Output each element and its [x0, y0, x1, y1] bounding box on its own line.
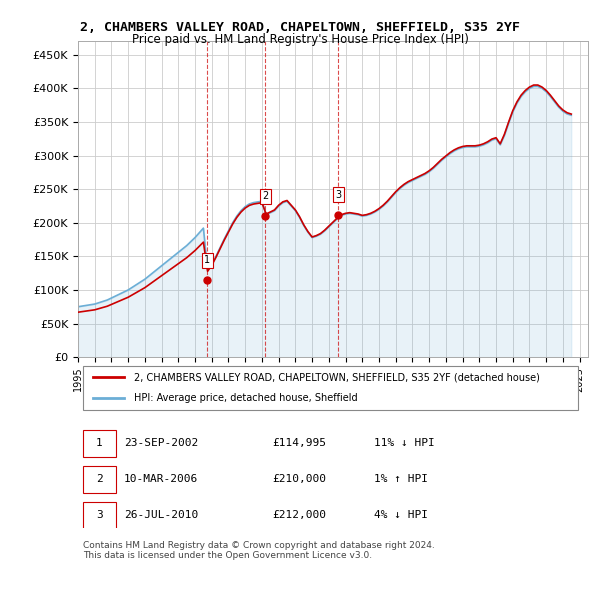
- Text: 10-MAR-2006: 10-MAR-2006: [124, 474, 198, 484]
- Text: 26-JUL-2010: 26-JUL-2010: [124, 510, 198, 520]
- Text: HPI: Average price, detached house, Sheffield: HPI: Average price, detached house, Shef…: [134, 392, 358, 402]
- Text: Contains HM Land Registry data © Crown copyright and database right 2024.
This d: Contains HM Land Registry data © Crown c…: [83, 541, 435, 560]
- FancyBboxPatch shape: [83, 430, 116, 457]
- FancyBboxPatch shape: [83, 502, 116, 529]
- Text: £210,000: £210,000: [272, 474, 326, 484]
- Text: 2, CHAMBERS VALLEY ROAD, CHAPELTOWN, SHEFFIELD, S35 2YF: 2, CHAMBERS VALLEY ROAD, CHAPELTOWN, SHE…: [80, 21, 520, 34]
- Text: 2, CHAMBERS VALLEY ROAD, CHAPELTOWN, SHEFFIELD, S35 2YF (detached house): 2, CHAMBERS VALLEY ROAD, CHAPELTOWN, SHE…: [134, 372, 540, 382]
- FancyBboxPatch shape: [83, 366, 578, 410]
- Text: 3: 3: [335, 190, 341, 200]
- FancyBboxPatch shape: [83, 466, 116, 493]
- Text: £114,995: £114,995: [272, 438, 326, 448]
- Text: £212,000: £212,000: [272, 510, 326, 520]
- Text: 1: 1: [204, 255, 211, 265]
- Text: 3: 3: [96, 510, 103, 520]
- Text: 2: 2: [262, 191, 268, 201]
- Text: 11% ↓ HPI: 11% ↓ HPI: [374, 438, 434, 448]
- Text: 2: 2: [96, 474, 103, 484]
- Text: 1% ↑ HPI: 1% ↑ HPI: [374, 474, 428, 484]
- Text: Price paid vs. HM Land Registry's House Price Index (HPI): Price paid vs. HM Land Registry's House …: [131, 33, 469, 46]
- Text: 23-SEP-2002: 23-SEP-2002: [124, 438, 198, 448]
- Text: 4% ↓ HPI: 4% ↓ HPI: [374, 510, 428, 520]
- Text: 1: 1: [96, 438, 103, 448]
